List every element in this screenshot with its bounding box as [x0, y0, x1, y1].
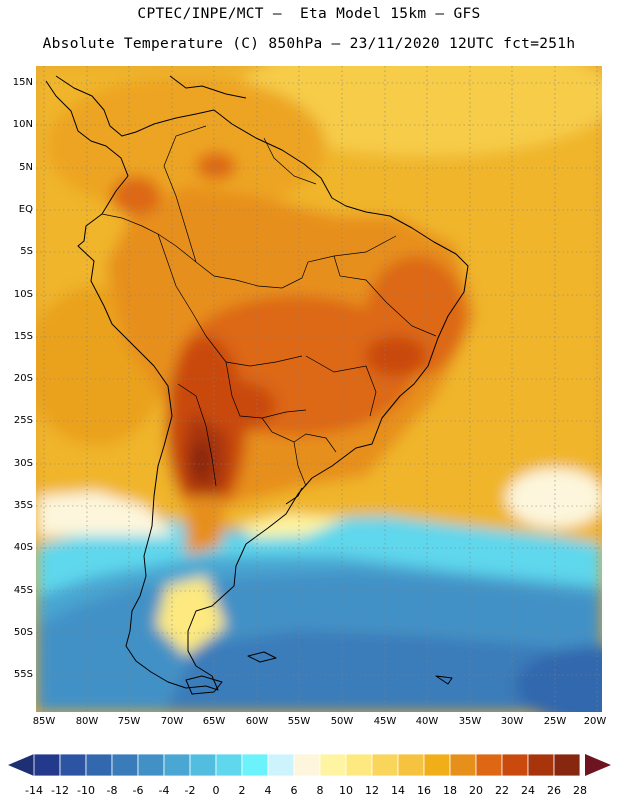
colorbar-label: 16 [417, 784, 431, 797]
colorbar-cell [85, 753, 113, 777]
colorbar-label: 6 [290, 784, 298, 797]
chart-title-line2: Absolute Temperature (C) 850hPa – 23/11/… [42, 36, 576, 52]
colorbar-label: -10 [77, 784, 95, 797]
colorbar-cells [33, 753, 581, 777]
colorbar-label: 20 [469, 784, 483, 797]
lon-label: 50W [330, 716, 354, 727]
colorbar-cell [163, 753, 191, 777]
lon-label: 35W [458, 716, 482, 727]
colorbar-cell [527, 753, 555, 777]
colorbar-cell [475, 753, 503, 777]
colorbar-cell [137, 753, 165, 777]
colorbar-label: 10 [339, 784, 353, 797]
colorbar [8, 753, 611, 777]
lat-label: 5N [19, 162, 33, 173]
colorbar-cell [189, 753, 217, 777]
colorbar-cell [267, 753, 295, 777]
lat-label: EQ [18, 204, 33, 215]
colorbar-label: 8 [316, 784, 324, 797]
colorbar-label: -2 [184, 784, 196, 797]
lon-label: 60W [245, 716, 269, 727]
colorbar-label: 2 [238, 784, 246, 797]
colorbar-cell [449, 753, 477, 777]
lat-label: 10N [12, 119, 33, 130]
colorbar-over-arrow [585, 754, 611, 776]
lon-label: 40W [415, 716, 439, 727]
colorbar-under-arrow [8, 754, 34, 776]
lon-label: 45W [373, 716, 397, 727]
colorbar-cell [59, 753, 87, 777]
colorbar-cell [33, 753, 61, 777]
temperature-map [36, 66, 602, 712]
colorbar-label: -8 [106, 784, 118, 797]
colorbar-label: -6 [132, 784, 144, 797]
colorbar-cell [423, 753, 451, 777]
map-svg [36, 66, 602, 712]
lat-label: 50S [13, 627, 33, 638]
lon-label: 65W [202, 716, 226, 727]
lat-label: 15N [12, 77, 33, 88]
colorbar-cell [345, 753, 373, 777]
lat-label: 55S [13, 669, 33, 680]
colorbar-label: 28 [573, 784, 587, 797]
colorbar-label: 12 [365, 784, 379, 797]
lon-label: 80W [75, 716, 99, 727]
coastlines [45, 75, 469, 695]
lat-label: 10S [13, 289, 33, 300]
lat-label: 25S [13, 415, 33, 426]
colorbar-label: 4 [264, 784, 272, 797]
colorbar-cell [501, 753, 529, 777]
lon-label: 75W [117, 716, 141, 727]
chart-title-line1: CPTEC/INPE/MCT – Eta Model 15km – GFS [137, 6, 481, 22]
colorbar-cell [371, 753, 399, 777]
lat-label: 40S [13, 542, 33, 553]
colorbar-label: 0 [212, 784, 220, 797]
colorbar-cell [553, 753, 581, 777]
lat-label: 35S [13, 500, 33, 511]
lat-label: 20S [13, 373, 33, 384]
colorbar-label: -4 [158, 784, 170, 797]
colorbar-label: 22 [495, 784, 509, 797]
lon-label: 85W [32, 716, 56, 727]
lat-label: 15S [13, 331, 33, 342]
lon-label: 70W [160, 716, 184, 727]
colorbar-cell [319, 753, 347, 777]
colorbar-cell [397, 753, 425, 777]
colorbar-label: -12 [51, 784, 69, 797]
colorbar-label: 26 [547, 784, 561, 797]
colorbar-label: 18 [443, 784, 457, 797]
colorbar-label: 24 [521, 784, 535, 797]
temperature-field [36, 66, 602, 712]
colorbar-cell [241, 753, 269, 777]
lon-label: 20W [583, 716, 607, 727]
colorbar-cell [293, 753, 321, 777]
lat-label: 5S [20, 246, 33, 257]
lon-label: 30W [500, 716, 524, 727]
lat-label: 45S [13, 585, 33, 596]
colorbar-label: -14 [25, 784, 43, 797]
lat-label: 30S [13, 458, 33, 469]
lon-label: 25W [543, 716, 567, 727]
country-borders [101, 125, 437, 487]
colorbar-cell [111, 753, 139, 777]
lon-label: 55W [287, 716, 311, 727]
colorbar-label: 14 [391, 784, 405, 797]
colorbar-cell [215, 753, 243, 777]
